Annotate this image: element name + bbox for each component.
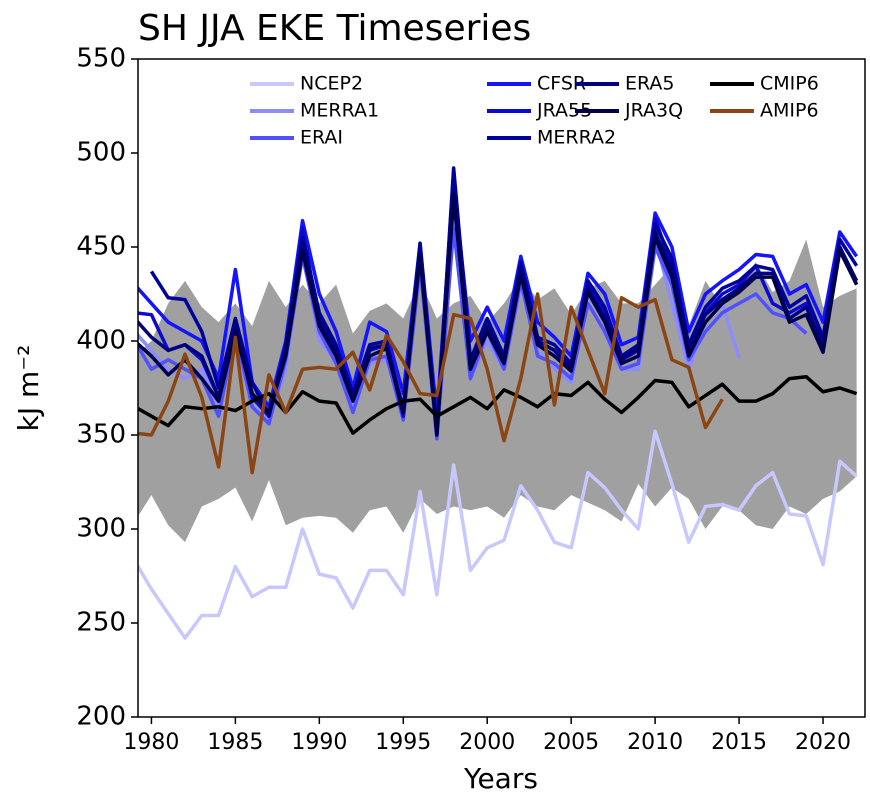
series-line: [138, 226, 808, 441]
x-tick-label: 1990: [291, 730, 347, 755]
y-tick-label: 500: [76, 138, 126, 168]
legend-label: AMIP6: [760, 100, 819, 122]
x-tick-label: 2005: [543, 730, 599, 755]
y-tick-label: 350: [76, 420, 126, 450]
series-line: [138, 429, 858, 640]
x-axis-label: Years: [463, 762, 538, 795]
plot-area: [138, 166, 859, 640]
legend-label: ERA5: [625, 73, 675, 95]
series-line: [138, 292, 724, 475]
y-tick-label: 300: [76, 514, 126, 544]
y-tick-label: 400: [76, 326, 126, 356]
x-tick-label: 1980: [123, 730, 179, 755]
y-tick-label: 550: [76, 44, 126, 74]
y-tick-label: 200: [76, 702, 126, 732]
x-tick-label: 1985: [207, 730, 263, 755]
legend-label: MERRA1: [300, 100, 379, 122]
x-tick-label: 2010: [627, 730, 683, 755]
y-axis-label: kJ m⁻²: [12, 345, 45, 432]
series-line: [138, 192, 859, 437]
x-tick-label: 1995: [375, 730, 431, 755]
y-tick-label: 450: [76, 232, 126, 262]
legend-label: NCEP2: [300, 73, 363, 95]
legend-label: MERRA2: [537, 127, 616, 149]
legend-label: JRA55: [536, 100, 592, 122]
x-tick-label: 2000: [459, 730, 515, 755]
x-tick-label: 2020: [795, 730, 851, 755]
x-tick-label: 2015: [711, 730, 767, 755]
legend-label: JRA3Q: [624, 100, 683, 122]
legend-label: ERAI: [300, 127, 343, 149]
chart-title: SH JJA EKE Timeseries: [138, 8, 531, 49]
legend-label: CFSR: [537, 73, 586, 95]
legend-label: CMIP6: [760, 73, 819, 95]
y-tick-label: 250: [76, 608, 126, 638]
axes-frame: [137, 58, 866, 718]
